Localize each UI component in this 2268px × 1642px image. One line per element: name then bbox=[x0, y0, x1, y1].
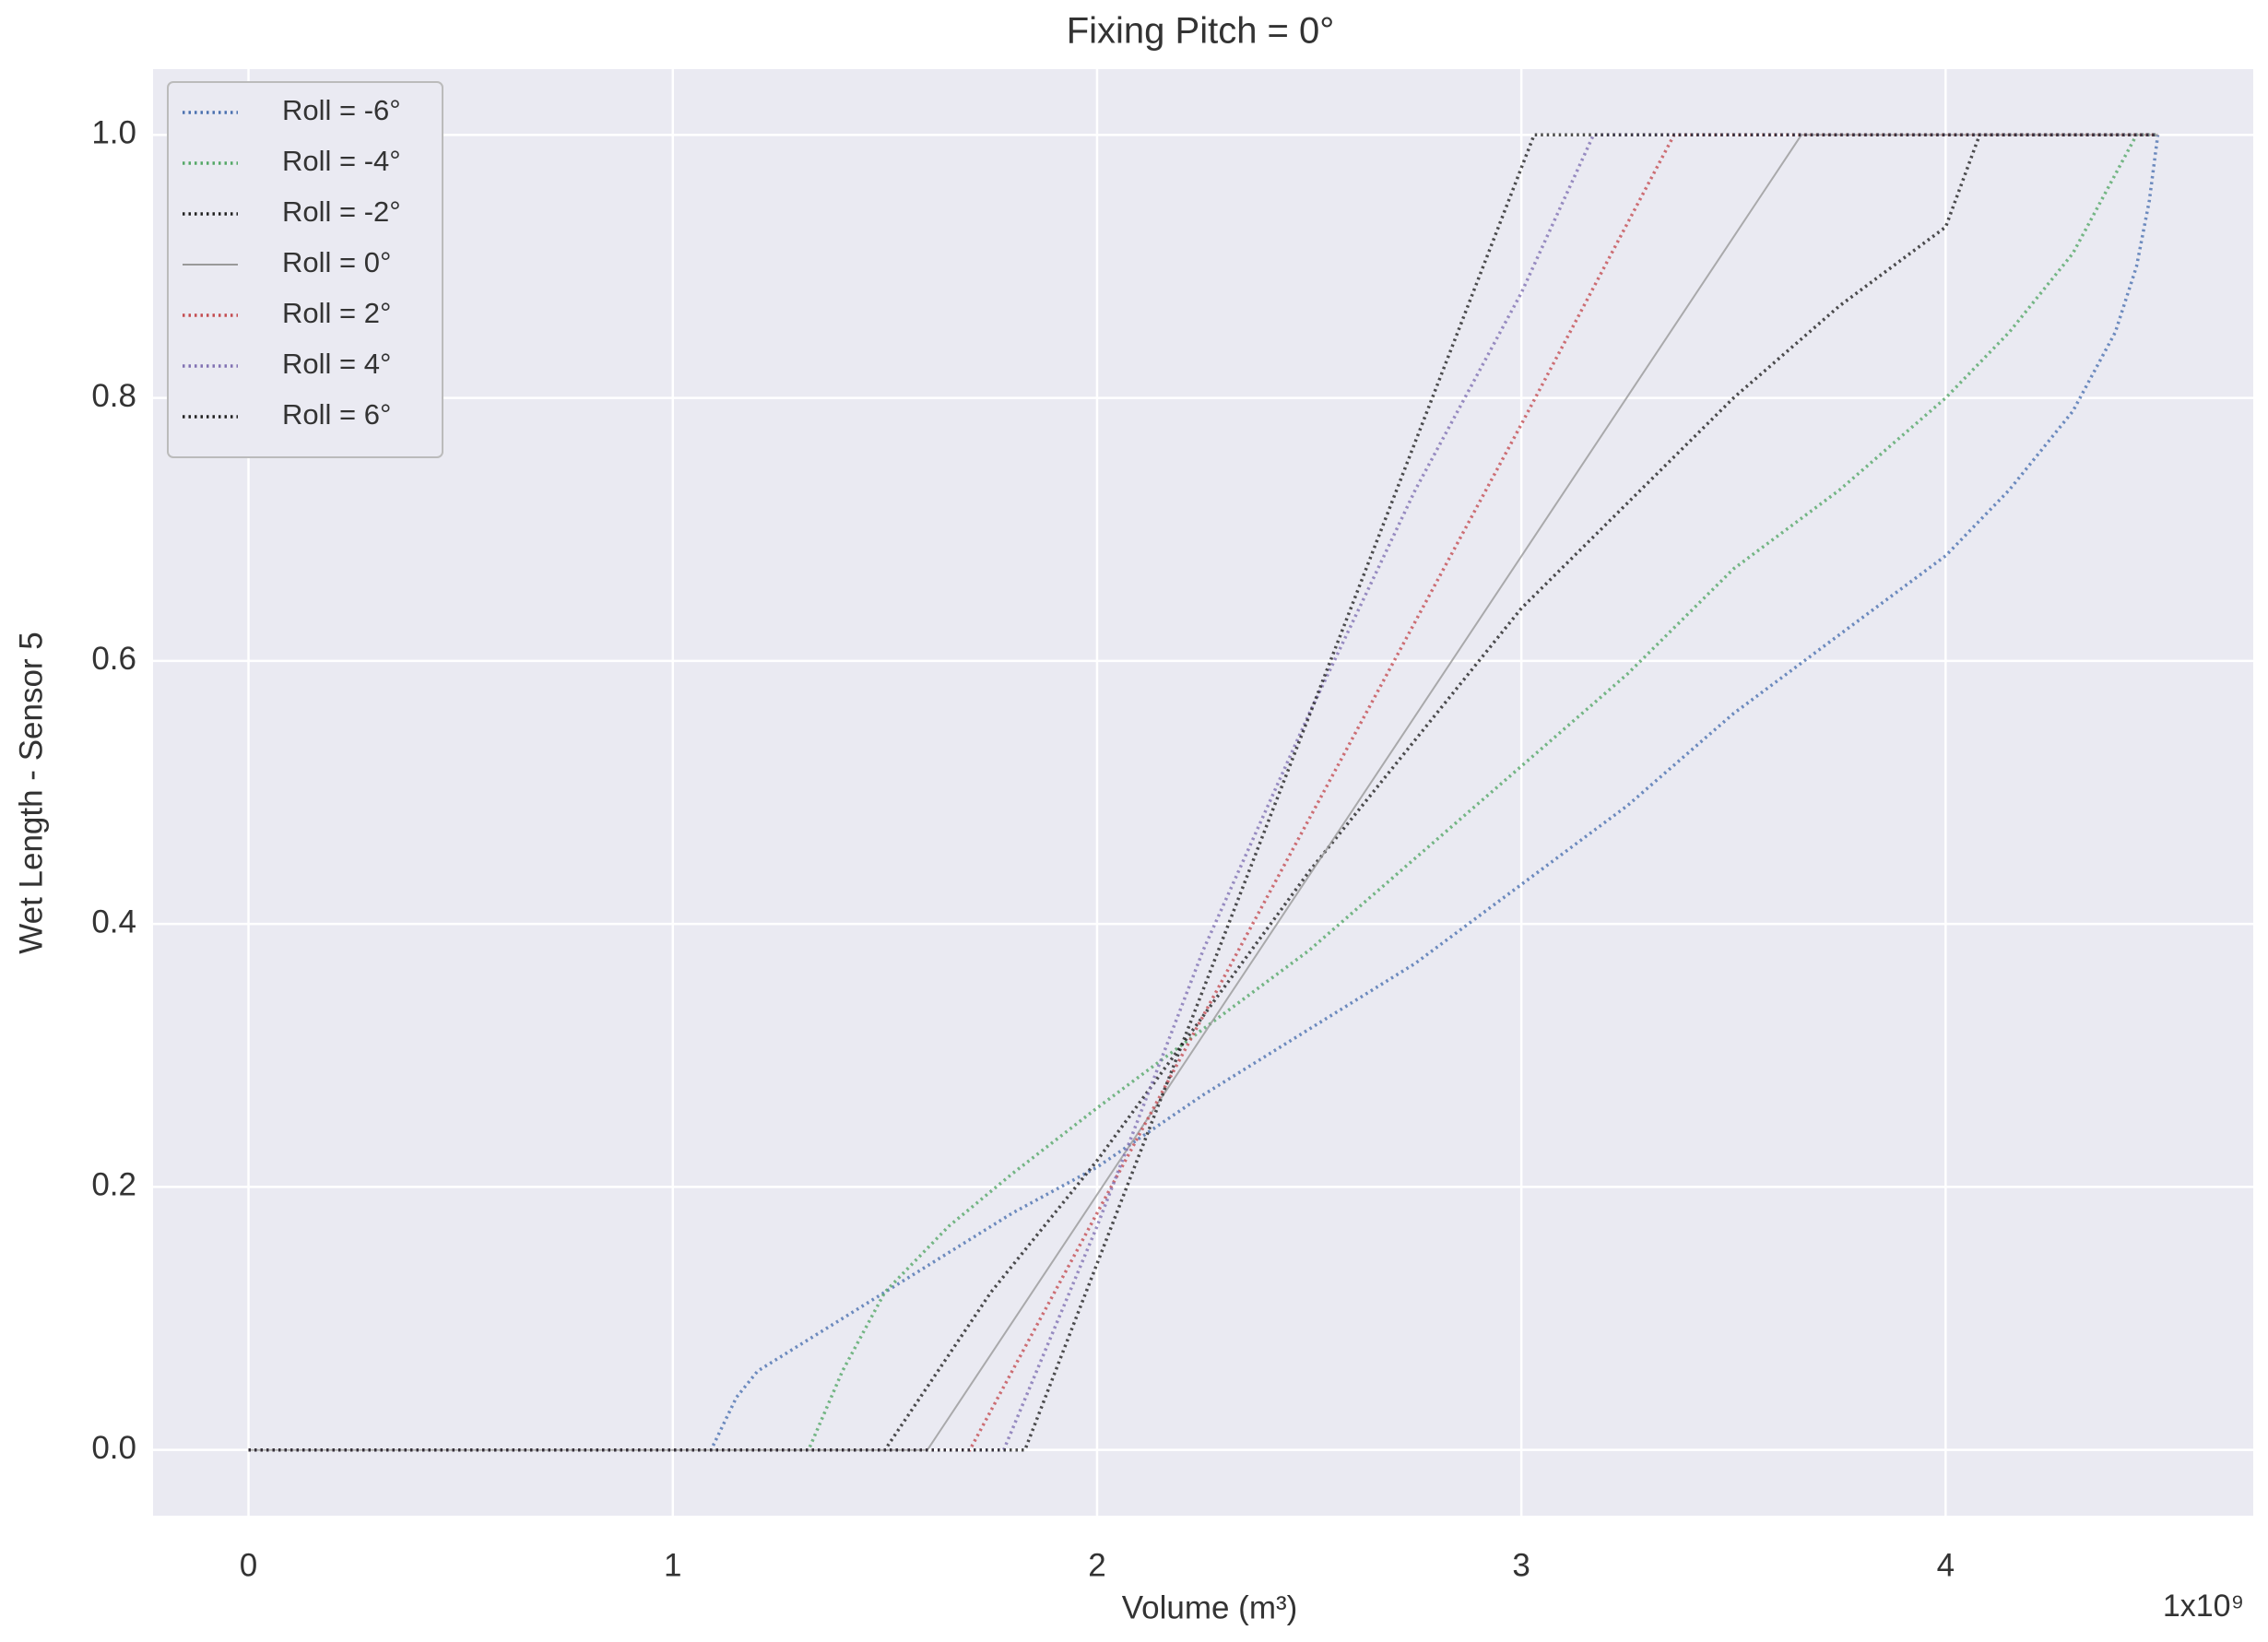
legend-label: Roll = 4° bbox=[282, 348, 391, 380]
legend-label: Roll = -6° bbox=[282, 94, 401, 126]
lines bbox=[248, 133, 2160, 1452]
chart-title: Fixing Pitch = 0° bbox=[1067, 11, 1335, 52]
x-tick-label: 3 bbox=[1512, 1547, 1530, 1583]
y-tick-label: 0.0 bbox=[91, 1430, 136, 1466]
legend-label: Roll = 6° bbox=[282, 398, 391, 431]
series-line bbox=[248, 133, 2158, 1452]
y-tick-label: 0.6 bbox=[91, 641, 136, 677]
legend-label: Roll = 2° bbox=[282, 297, 391, 329]
series-line bbox=[248, 133, 2158, 1452]
y-tick-label: 0.8 bbox=[91, 378, 136, 414]
y-tick-label: 0.4 bbox=[91, 904, 136, 939]
x-tick-label: 1 bbox=[664, 1547, 681, 1583]
series-line bbox=[248, 133, 2158, 1452]
x-tick-label: 0 bbox=[240, 1547, 257, 1583]
series-line bbox=[248, 135, 2160, 1452]
y-tick-label: 0.2 bbox=[91, 1167, 136, 1203]
x-offset-label: 1x10⁹ bbox=[2163, 1589, 2244, 1624]
x-tick-label: 4 bbox=[1937, 1547, 1955, 1583]
x-axis-label: Volume (m³) bbox=[1122, 1589, 1298, 1625]
y-tick-label: 1.0 bbox=[91, 115, 136, 151]
legend-label: Roll = -4° bbox=[282, 145, 401, 177]
legend: Roll = -6° Roll = -4° Roll = -2° Roll = 0° R… bbox=[167, 81, 443, 458]
x-tick-label: 2 bbox=[1088, 1547, 1105, 1583]
plot-area bbox=[153, 69, 2253, 1516]
legend-box bbox=[167, 81, 443, 458]
legend-label: Roll = 0° bbox=[282, 246, 391, 278]
y-axis-label: Wet Length - Sensor 5 bbox=[13, 632, 49, 954]
legend-label: Roll = -2° bbox=[282, 195, 401, 228]
